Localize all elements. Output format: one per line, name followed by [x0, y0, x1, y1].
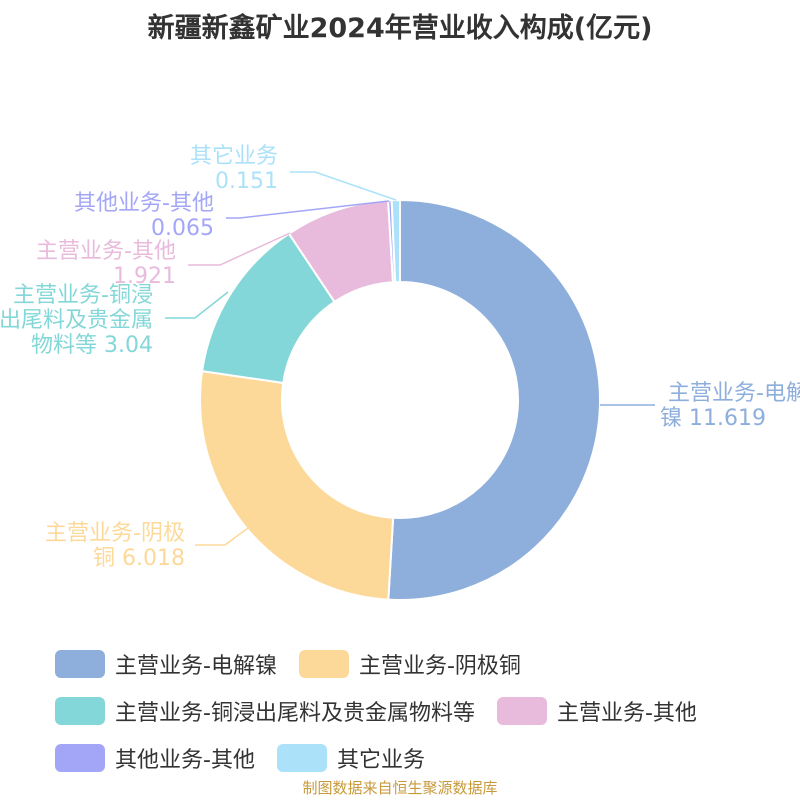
slice-value-label-1: 镍 11.619 [660, 406, 766, 431]
legend-item[interactable]: 主营业务-其他 [496, 695, 697, 727]
slice-value-label-2: 铜 6.018 [93, 546, 185, 571]
source-note: 制图数据来自恒生聚源数据库 [302, 779, 498, 797]
slice-category-label-1: 主营业务-电解 [668, 381, 800, 406]
leader-line-4 [188, 232, 291, 266]
leader-line-2 [195, 527, 249, 546]
slice-category-label-3: 主营业务-铜浸 [13, 283, 153, 308]
legend-row: 其他业务-其他 其它业务 [55, 734, 795, 781]
slice-category-label-6: 其它业务 [190, 144, 278, 169]
slice-2 [199, 369, 395, 601]
legend-swatch [276, 743, 327, 772]
legend-row: 主营业务-铜浸出尾料及贵金属物料等 主营业务-其他 [55, 687, 795, 734]
chart-title: 新疆新鑫矿业2024年营业收入构成(亿元) [147, 13, 653, 44]
legend-label: 主营业务-电解镍 [115, 653, 277, 679]
legend-swatch [298, 649, 349, 678]
legend-item[interactable]: 主营业务-阴极铜 [298, 648, 521, 680]
legend-label: 主营业务-阴极铜 [358, 653, 521, 679]
slice-value-label-4: 1.921 [113, 264, 176, 289]
slice-category-label-5: 其他业务-其他 [74, 191, 214, 216]
legend-item[interactable]: 主营业务-铜浸出尾料及贵金属物料等 [55, 695, 475, 727]
leader-line-5 [226, 200, 390, 219]
slice-category-label-3: 出尾料及贵金属 [0, 308, 153, 333]
legend-swatch [55, 743, 105, 772]
slice-1 [387, 198, 602, 601]
legend-label: 主营业务-其他 [556, 700, 697, 726]
legend-swatch [55, 696, 105, 725]
leader-line-6 [290, 171, 397, 201]
slice-value-label-3: 物料等 3.04 [31, 333, 153, 358]
legend-label: 主营业务-铜浸出尾料及贵金属物料等 [115, 700, 475, 726]
slice-value-label-5: 0.065 [151, 216, 214, 241]
legend-swatch [55, 649, 105, 678]
slice-value-label-6: 0.151 [215, 169, 278, 194]
legend-item[interactable]: 主营业务-电解镍 [55, 648, 277, 680]
legend-swatch [496, 696, 547, 725]
leader-line-3 [165, 291, 229, 319]
legend: 主营业务-电解镍 主营业务-阴极铜主营业务-铜浸出尾料及贵金属物料等 主营业务-其他… [55, 640, 795, 781]
legend-item[interactable]: 其他业务-其他 [55, 742, 255, 774]
slice-category-label-4: 主营业务-其他 [36, 239, 176, 264]
donut-chart: 主营业务-电解镍 11.619 主营业务-阴极铜 6.018 主营业务-铜浸出尾料及… [0, 144, 800, 601]
legend-label: 其他业务-其他 [115, 747, 255, 773]
legend-label: 其它业务 [336, 747, 425, 773]
legend-row: 主营业务-电解镍 主营业务-阴极铜 [55, 640, 795, 687]
slice-category-label-2: 主营业务-阴极 [45, 521, 185, 546]
legend-item[interactable]: 其它业务 [276, 742, 425, 774]
